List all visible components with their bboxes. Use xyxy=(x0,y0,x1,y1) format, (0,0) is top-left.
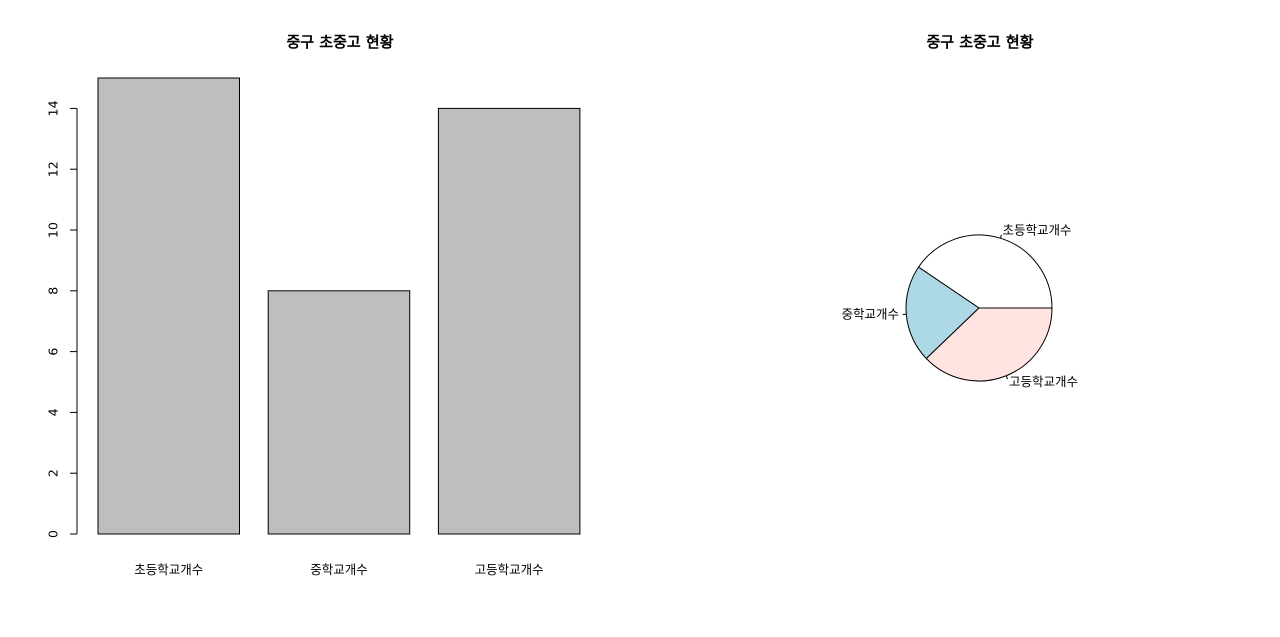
y-tick-label: 14 xyxy=(46,100,61,116)
bar-chart: 중구 초중고 현황 0 2 4 6 8 10 12 14 초등학교개수 중학교개수 고등학교개수 xyxy=(46,33,581,577)
y-axis: 0 2 4 6 8 10 12 14 xyxy=(46,100,78,538)
y-tick-label: 12 xyxy=(46,161,61,177)
pie-slice xyxy=(917,234,1053,309)
bar xyxy=(267,290,411,535)
pie-slice-label: 초등학교개수 xyxy=(1003,223,1072,238)
y-tick-label: 8 xyxy=(46,287,61,295)
bars xyxy=(97,77,581,535)
pie-slice xyxy=(925,307,1053,382)
bar xyxy=(437,107,581,535)
bar xyxy=(97,77,240,535)
pie-slice-label: 중학교개수 xyxy=(841,306,899,321)
category-label: 고등학교개수 xyxy=(475,562,544,577)
category-label: 초등학교개수 xyxy=(134,562,203,577)
y-tick-label: 6 xyxy=(46,348,61,356)
pie-leader-line xyxy=(999,234,1002,239)
y-tick-label: 2 xyxy=(46,469,61,477)
pie-leader-line xyxy=(1005,375,1009,380)
pie-slice-label: 고등학교개수 xyxy=(1009,374,1078,389)
category-labels: 초등학교개수 중학교개수 고등학교개수 xyxy=(134,562,543,577)
y-tick-label: 0 xyxy=(46,530,61,538)
y-tick-label: 10 xyxy=(46,222,61,238)
category-label: 중학교개수 xyxy=(310,562,368,577)
pie-slices xyxy=(905,234,1053,382)
pie-chart-title: 중구 초중고 현황 xyxy=(926,33,1033,51)
bar-chart-title: 중구 초중고 현황 xyxy=(286,33,393,51)
y-tick-label: 4 xyxy=(46,408,61,416)
